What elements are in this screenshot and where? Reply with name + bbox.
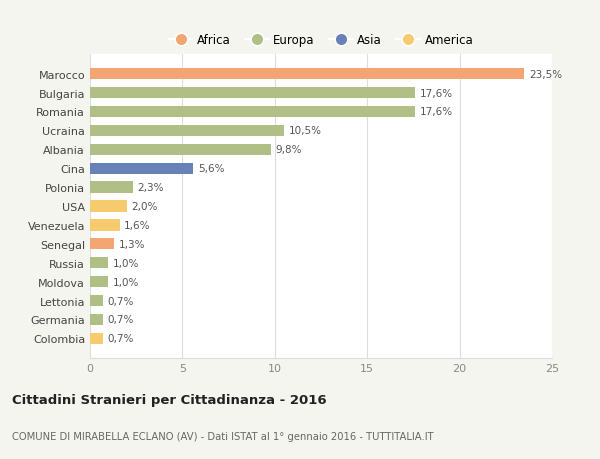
Bar <box>90 276 109 288</box>
Text: 5,6%: 5,6% <box>198 164 224 174</box>
Text: 23,5%: 23,5% <box>529 69 562 79</box>
Bar <box>90 69 524 80</box>
Bar <box>90 88 415 99</box>
Bar <box>90 239 114 250</box>
Text: 17,6%: 17,6% <box>420 89 453 98</box>
Text: 17,6%: 17,6% <box>420 107 453 117</box>
Text: 10,5%: 10,5% <box>289 126 322 136</box>
Bar <box>90 333 103 344</box>
Text: 0,7%: 0,7% <box>107 334 134 344</box>
Text: 0,7%: 0,7% <box>107 315 134 325</box>
Legend: Africa, Europa, Asia, America: Africa, Europa, Asia, America <box>169 34 473 47</box>
Text: 1,0%: 1,0% <box>113 277 139 287</box>
Bar <box>90 314 103 325</box>
Text: 1,0%: 1,0% <box>113 258 139 268</box>
Bar <box>90 220 119 231</box>
Bar <box>90 295 103 307</box>
Text: 2,0%: 2,0% <box>131 202 158 212</box>
Bar <box>90 201 127 212</box>
Bar <box>90 125 284 137</box>
Text: 9,8%: 9,8% <box>276 145 302 155</box>
Text: 1,3%: 1,3% <box>119 239 145 249</box>
Text: 2,3%: 2,3% <box>137 183 164 193</box>
Text: 0,7%: 0,7% <box>107 296 134 306</box>
Bar <box>90 182 133 193</box>
Text: COMUNE DI MIRABELLA ECLANO (AV) - Dati ISTAT al 1° gennaio 2016 - TUTTITALIA.IT: COMUNE DI MIRABELLA ECLANO (AV) - Dati I… <box>12 431 434 441</box>
Bar <box>90 163 193 174</box>
Text: Cittadini Stranieri per Cittadinanza - 2016: Cittadini Stranieri per Cittadinanza - 2… <box>12 393 326 406</box>
Bar <box>90 106 415 118</box>
Bar <box>90 257 109 269</box>
Bar <box>90 144 271 156</box>
Text: 1,6%: 1,6% <box>124 220 151 230</box>
